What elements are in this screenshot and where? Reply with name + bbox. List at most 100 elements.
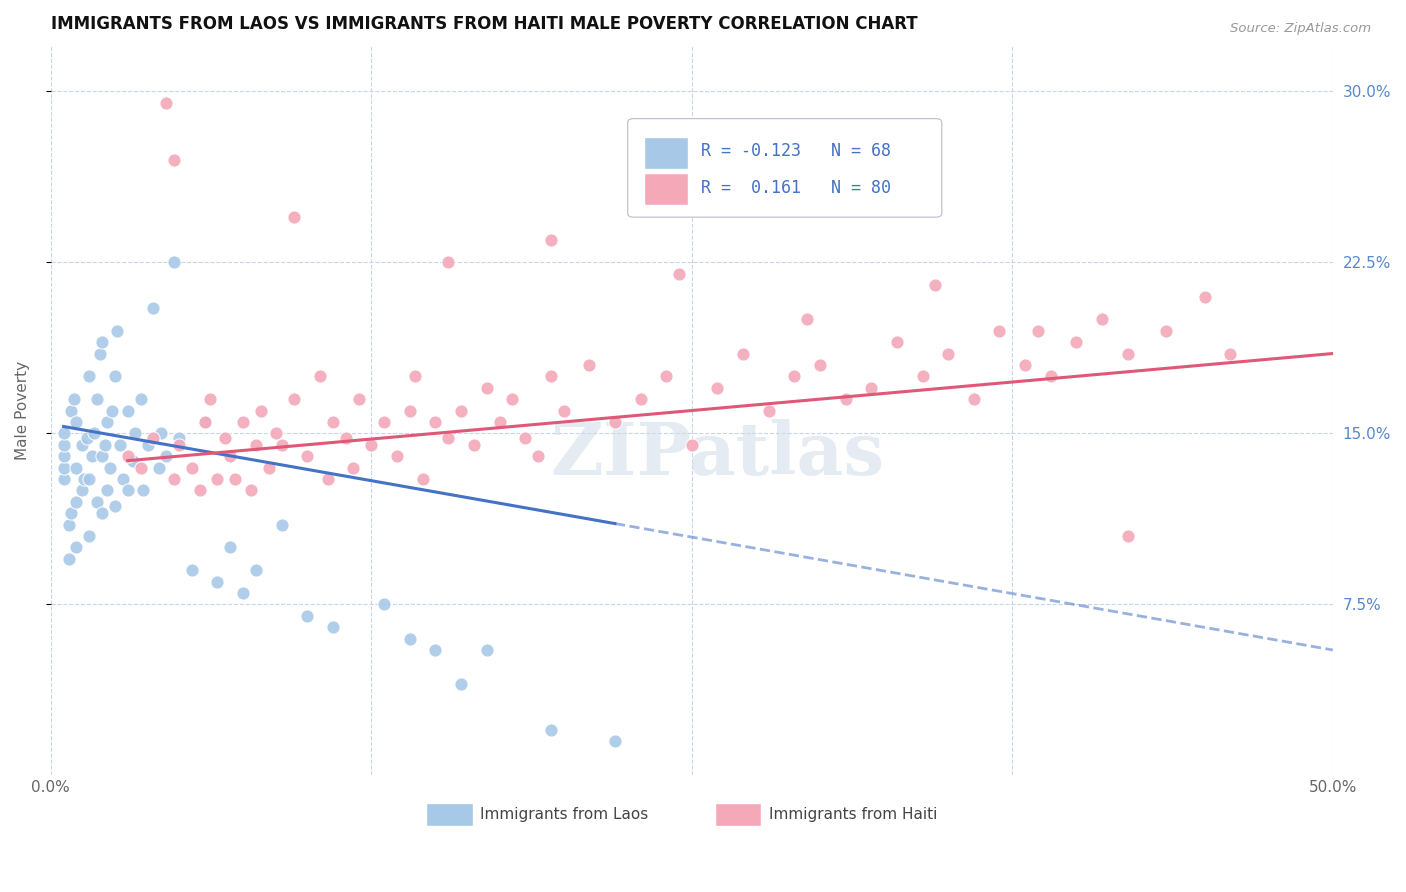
Point — [1194, 289, 1216, 303]
Point — [398, 632, 420, 646]
Point — [232, 415, 254, 429]
Point — [224, 472, 246, 486]
Point — [83, 426, 105, 441]
Point — [540, 369, 562, 384]
Point — [150, 426, 173, 441]
Text: Immigrants from Haiti: Immigrants from Haiti — [769, 807, 936, 822]
Point — [603, 734, 626, 748]
Point — [96, 415, 118, 429]
Point — [553, 403, 575, 417]
Point — [163, 153, 186, 167]
Point — [52, 460, 75, 475]
Point — [297, 449, 319, 463]
Point — [104, 500, 127, 514]
Point — [167, 438, 190, 452]
Point — [1116, 529, 1139, 543]
FancyBboxPatch shape — [627, 119, 942, 217]
Point — [297, 608, 319, 623]
Point — [117, 483, 139, 498]
Text: Immigrants from Laos: Immigrants from Laos — [481, 807, 648, 822]
Point — [232, 586, 254, 600]
Point — [257, 460, 280, 475]
Point — [1219, 346, 1241, 360]
Point — [385, 449, 408, 463]
Point — [1026, 324, 1049, 338]
Text: Source: ZipAtlas.com: Source: ZipAtlas.com — [1230, 22, 1371, 36]
Point — [245, 563, 267, 577]
Point — [398, 403, 420, 417]
Point — [911, 369, 934, 384]
Point — [60, 403, 83, 417]
Point — [89, 346, 111, 360]
Point — [52, 426, 75, 441]
Point — [79, 529, 101, 543]
Point — [360, 438, 382, 452]
Point — [91, 335, 114, 350]
Text: ZIPatlas: ZIPatlas — [550, 419, 884, 490]
Point — [98, 460, 121, 475]
Point — [437, 255, 460, 269]
Point — [540, 233, 562, 247]
Point — [65, 415, 87, 429]
Point — [1066, 335, 1088, 350]
Text: R =  0.161   N = 80: R = 0.161 N = 80 — [700, 179, 891, 197]
Point — [142, 431, 165, 445]
Text: R = -0.123   N = 68: R = -0.123 N = 68 — [700, 143, 891, 161]
Point — [239, 483, 262, 498]
Point — [283, 392, 305, 406]
Point — [540, 723, 562, 737]
Point — [167, 431, 190, 445]
Point — [117, 403, 139, 417]
Point — [91, 506, 114, 520]
Point — [706, 381, 728, 395]
Point — [124, 426, 146, 441]
Point — [808, 358, 831, 372]
Point — [527, 449, 550, 463]
Point — [129, 392, 152, 406]
Point — [163, 472, 186, 486]
Point — [180, 460, 202, 475]
Point — [347, 392, 370, 406]
Point — [207, 574, 229, 589]
Point — [107, 324, 129, 338]
Point — [129, 460, 152, 475]
Point — [1039, 369, 1062, 384]
Point — [1091, 312, 1114, 326]
Point — [322, 620, 344, 634]
Point — [91, 449, 114, 463]
Point — [245, 438, 267, 452]
Point — [155, 449, 177, 463]
Point — [194, 415, 217, 429]
Point — [86, 392, 108, 406]
Point — [73, 472, 96, 486]
Point — [70, 483, 93, 498]
Point — [655, 369, 678, 384]
Point — [198, 392, 221, 406]
Point — [1014, 358, 1036, 372]
Point — [155, 95, 177, 110]
Point — [758, 403, 780, 417]
Point — [924, 278, 946, 293]
Point — [163, 255, 186, 269]
Point — [188, 483, 211, 498]
Point — [76, 431, 98, 445]
Point — [266, 426, 288, 441]
Point — [65, 541, 87, 555]
Point — [450, 677, 472, 691]
FancyBboxPatch shape — [714, 803, 761, 827]
Point — [270, 517, 292, 532]
Point — [630, 392, 652, 406]
Point — [412, 472, 434, 486]
Point — [58, 517, 80, 532]
Point — [425, 643, 447, 657]
Point — [373, 415, 395, 429]
Point — [101, 403, 124, 417]
Point — [681, 438, 703, 452]
Point — [936, 346, 959, 360]
Point — [603, 415, 626, 429]
Point — [79, 369, 101, 384]
Point — [425, 415, 447, 429]
Point — [733, 346, 755, 360]
Point — [335, 431, 357, 445]
Point — [860, 381, 883, 395]
